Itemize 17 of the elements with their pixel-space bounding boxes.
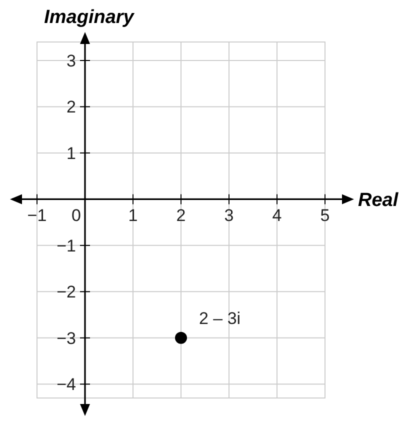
- x-axis-title: Real: [358, 190, 399, 212]
- y-tick-label: −3: [56, 328, 76, 348]
- y-tick-label: 3: [66, 51, 76, 70]
- x-tick-label: 4: [272, 206, 282, 226]
- annotation: 2 – 3i: [199, 308, 241, 328]
- y-tick-label: −4: [56, 375, 76, 394]
- y-tick-label: −1: [56, 236, 76, 256]
- y-axis-title: Imaginary: [44, 7, 136, 28]
- y-tick-label: 1: [66, 144, 76, 163]
- x-tick-label: 2: [176, 206, 186, 226]
- x-tick-label: 0: [72, 206, 81, 226]
- x-tick-label: 5: [320, 206, 330, 226]
- x-tick-label: 1: [128, 206, 138, 226]
- x-tick-label: 3: [224, 206, 234, 226]
- y-tick-label: −2: [56, 282, 76, 302]
- y-tick-label: 2: [66, 98, 76, 117]
- x-tick-label: −1: [27, 206, 47, 226]
